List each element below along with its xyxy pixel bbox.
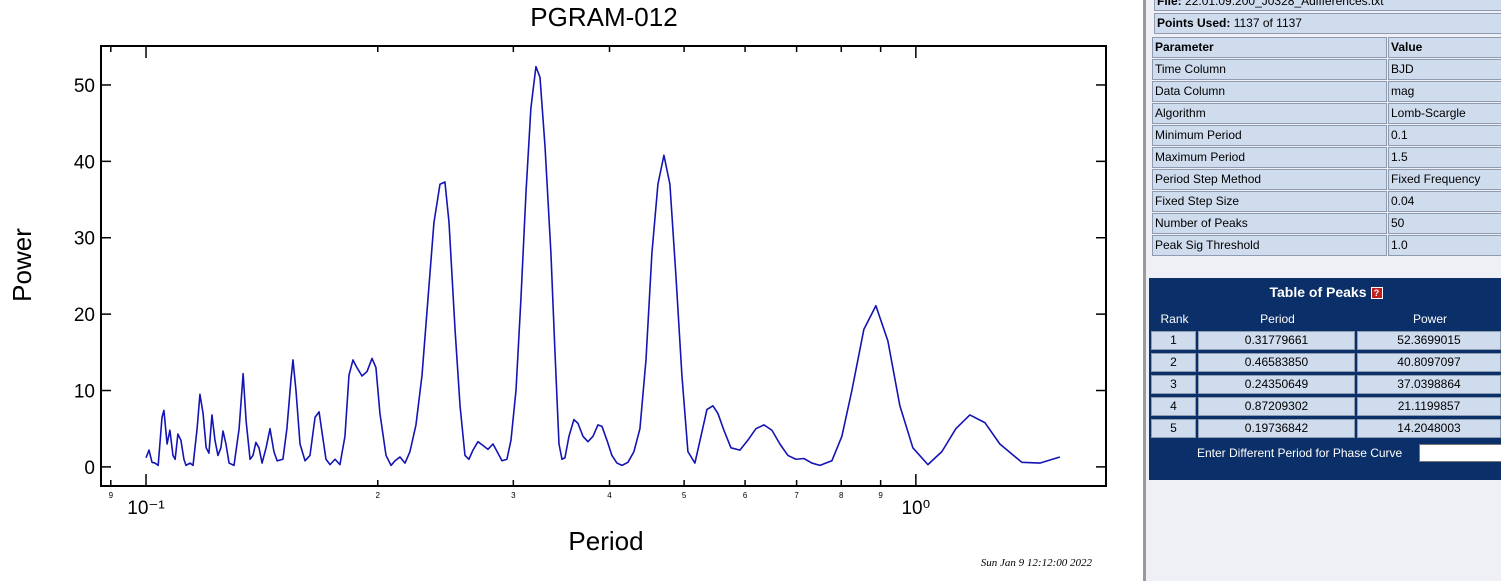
x-tick-minor-label: 9 (878, 491, 883, 500)
x-tick-minor-label: 6 (743, 491, 748, 500)
y-tick-label: 50 (74, 76, 95, 97)
parameter-value: mag (1388, 81, 1501, 102)
peak-cell: 2 (1151, 353, 1196, 372)
parameter-name: Peak Sig Threshold (1152, 235, 1387, 256)
peak-cell: 14.2048003 (1357, 419, 1501, 438)
parameter-name: Minimum Period (1152, 125, 1387, 146)
file-row: File: 22.01.09.200_J0328_Adifferences.tx… (1154, 0, 1501, 11)
x-tick-minor-label: 2 (376, 491, 381, 500)
side-panel: File: 22.01.09.200_J0328_Adifferences.tx… (1143, 0, 1501, 581)
points-row: Points Used: 1137 of 1137 (1154, 13, 1501, 34)
peak-cell: 0.31779661 (1198, 331, 1355, 350)
parameter-name: Data Column (1152, 81, 1387, 102)
parameter-value: Lomb-Scargle (1388, 103, 1501, 124)
parameter-name: Algorithm (1152, 103, 1387, 124)
chart-title: PGRAM-012 (530, 2, 677, 32)
parameter-value: BJD (1388, 59, 1501, 80)
parameter-name: Fixed Step Size (1152, 191, 1387, 212)
parameter-name: Period Step Method (1152, 169, 1387, 190)
peaks-box: Table of Peaks? Rank Period Power 1 0.3177966… (1149, 278, 1501, 480)
y-tick-label: 30 (74, 229, 95, 250)
power-line (145, 65, 1061, 467)
points-label: Points Used: (1157, 16, 1231, 30)
period-input[interactable] (1419, 444, 1501, 462)
x-axis-label: Period (568, 526, 643, 556)
peaks-header: Rank (1160, 312, 1189, 326)
phase-prompt: Enter Different Period for Phase Curve (1197, 446, 1403, 460)
parameter-value: 1.0 (1388, 235, 1501, 256)
peaks-title-text: Table of Peaks (1269, 284, 1367, 300)
x-tick-minor-label: 9 (109, 491, 114, 500)
y-tick-label: 20 (74, 305, 95, 326)
x-tick-minor-label: 3 (511, 491, 516, 500)
x-tick-minor-label: 7 (794, 491, 799, 500)
y-tick-label: 0 (84, 458, 95, 479)
parameter-header: Parameter (1152, 37, 1387, 58)
file-label: File: (1157, 0, 1182, 8)
x-tick-label: 10⁻¹ (127, 498, 165, 519)
points-value: 1137 of 1137 (1233, 16, 1302, 30)
peak-cell: 52.3699015 (1357, 331, 1501, 350)
peak-cell: 21.1199857 (1357, 397, 1501, 416)
x-tick-minor-label: 8 (839, 491, 844, 500)
x-tick-minor-label: 4 (607, 491, 612, 500)
x-tick-minor-label: 5 (682, 491, 687, 500)
peak-cell: 40.8097097 (1357, 353, 1501, 372)
y-tick-label: 10 (74, 382, 95, 403)
parameter-value: Fixed Frequency (1388, 169, 1501, 190)
date-stamp: Sun Jan 9 12:12:00 2022 (981, 557, 1093, 569)
peak-cell: 37.0398864 (1357, 375, 1501, 394)
peak-cell: 3 (1151, 375, 1196, 394)
peak-cell: 1 (1151, 331, 1196, 350)
peak-cell: 0.87209302 (1198, 397, 1355, 416)
parameter-header: Value (1388, 37, 1501, 58)
parameter-name: Time Column (1152, 59, 1387, 80)
y-axis-label: Power (7, 228, 37, 302)
x-tick-label: 10⁰ (901, 498, 930, 519)
peaks-header: Period (1260, 312, 1295, 326)
parameter-value: 0.1 (1388, 125, 1501, 146)
parameter-name: Maximum Period (1152, 147, 1387, 168)
peak-cell: 0.24350649 (1198, 375, 1355, 394)
peaks-title: Table of Peaks? (1149, 283, 1501, 303)
parameter-value: 50 (1388, 213, 1501, 234)
parameter-value: 0.04 (1388, 191, 1501, 212)
help-icon[interactable]: ? (1370, 287, 1383, 300)
peak-cell: 4 (1151, 397, 1196, 416)
peak-cell: 0.19736842 (1198, 419, 1355, 438)
y-tick-label: 40 (74, 152, 95, 173)
file-name: 22.01.09.200_J0328_Adifferences.txt (1185, 0, 1384, 8)
peak-cell: 5 (1151, 419, 1196, 438)
plot-frame (100, 45, 1107, 487)
peaks-header: Power (1412, 312, 1447, 326)
parameter-name: Number of Peaks (1152, 213, 1387, 234)
chart: PGRAM-012 Period Power Sun Jan 9 12:12:0… (7, 2, 1107, 569)
parameter-value: 1.5 (1388, 147, 1501, 168)
peak-cell: 0.46583850 (1198, 353, 1355, 372)
